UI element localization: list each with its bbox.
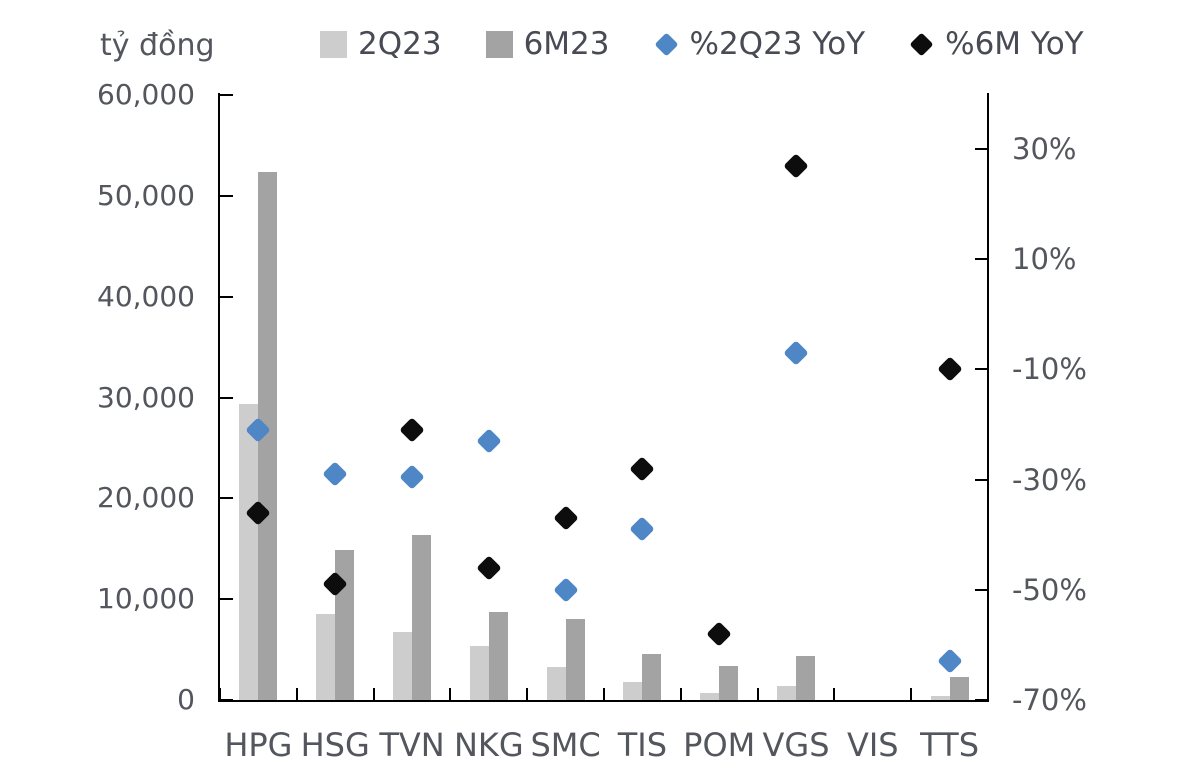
x-axis-label-tis: TIS <box>617 726 668 764</box>
y-left-tick <box>220 295 233 298</box>
marker--2q23-yoytvn <box>399 464 425 490</box>
legend-swatch-6m23 <box>485 30 513 58</box>
bar-6m23-tts <box>949 676 969 700</box>
bar-2q23-tis <box>623 681 643 700</box>
marker--6m-yoytvn <box>399 417 425 443</box>
legend-label-6m-yoy: %6M YoY <box>945 26 1084 62</box>
y-right-tick-label: 30% <box>1012 132 1077 166</box>
bar-6m23-smc <box>565 619 585 700</box>
marker--2q23-yoytts <box>936 648 963 675</box>
legend-diamond-icon-2q23-yoy <box>653 31 679 57</box>
x-axis-label-vgs: VGS <box>762 726 830 764</box>
x-axis-label-pom: POM <box>683 726 756 764</box>
y-right-tick-label: -10% <box>1012 352 1087 387</box>
x-axis-label-nkg: NKG <box>453 726 524 764</box>
x-axis-tick <box>526 688 529 700</box>
x-axis-label-smc: SMC <box>530 726 601 764</box>
bar-6m23-vgs <box>796 655 815 700</box>
x-axis-label-tts: TTS <box>920 726 980 764</box>
marker--6m-yoytis <box>629 455 656 482</box>
bar-2q23-hsg <box>316 614 336 700</box>
marker--6m-yoynkg <box>476 555 502 581</box>
y-left-tick <box>220 497 233 500</box>
bar-6m23-pom <box>719 665 739 700</box>
x-axis-tick <box>987 688 989 700</box>
y-axis-left-line <box>218 93 220 702</box>
y-right-tick <box>975 699 988 701</box>
y-right-tick <box>975 368 988 371</box>
legend-item-6m23: 6M23 <box>485 26 610 62</box>
x-axis-label-tvn: TVN <box>379 726 445 764</box>
legend-label-2q23: 2Q23 <box>358 26 442 62</box>
marker--2q23-yoyhsg <box>322 461 348 487</box>
marker--6m-yoypom <box>706 621 732 647</box>
marker--6m-yoyvgs <box>783 152 809 179</box>
y-left-tick-label: 50,000 <box>97 178 195 212</box>
x-axis-tick <box>219 688 221 700</box>
y-left-tick-label: 40,000 <box>97 279 195 313</box>
x-axis-tick <box>603 688 605 700</box>
y-left-tick-label: 30,000 <box>97 380 195 414</box>
legend-item-2q23: 2Q23 <box>320 26 442 62</box>
bar-2q23-nkg <box>469 645 489 700</box>
y-right-tick <box>975 588 988 591</box>
bar-6m23-tis <box>642 653 662 700</box>
x-axis-tick <box>756 688 759 700</box>
y-left-tick-label: 20,000 <box>97 481 195 515</box>
marker--2q23-yoysmc <box>552 577 579 603</box>
x-axis-label-hpg: HPG <box>224 726 293 764</box>
y-left-tick <box>220 598 233 601</box>
legend-label-6m23: 6M23 <box>523 26 610 62</box>
y-left-tick-label: 0 <box>177 683 195 716</box>
y-right-tick <box>975 258 988 261</box>
bar-6m23-hsg <box>335 549 355 700</box>
y-left-tick <box>220 396 233 399</box>
y-right-tick-label: 10% <box>1012 242 1077 277</box>
y-left-tick <box>220 194 233 197</box>
y-right-tick-label: -30% <box>1012 462 1087 497</box>
y-left-tick <box>220 94 233 96</box>
legend: 2Q23 6M23 %2Q23 YoY %6M YoY <box>320 26 1084 62</box>
x-axis-label-hsg: HSG <box>300 726 370 764</box>
bar-2q23-pom <box>700 692 720 700</box>
legend-diamond-icon-6m-yoy <box>909 31 934 57</box>
x-axis-tick <box>449 688 452 700</box>
legend-swatch-2q23 <box>320 30 347 58</box>
bar-6m23-nkg <box>488 612 508 700</box>
x-axis-tick <box>833 688 836 700</box>
legend-item-6m-yoy: %6M YoY <box>909 26 1084 62</box>
bar-2q23-tvn <box>393 632 412 700</box>
x-axis-tick <box>679 688 682 700</box>
x-axis-tick <box>372 688 375 700</box>
x-axis-label-vis: VIS <box>846 726 899 764</box>
legend-item-2q23-yoy: %2Q23 YoY <box>653 26 866 62</box>
marker--6m-yoysmc <box>552 505 579 531</box>
y-left-tick-label: 60,000 <box>97 78 195 111</box>
left-axis-unit-label: tỷ đồng <box>100 28 215 63</box>
x-axis-tick <box>295 688 298 700</box>
bar-6m23-hpg <box>258 171 278 700</box>
bar-6m23-tvn <box>412 534 431 700</box>
bar-2q23-vgs <box>777 685 796 700</box>
y-right-tick-label: -50% <box>1012 572 1087 607</box>
bar-2q23-tts <box>930 695 950 700</box>
marker--2q23-yoynkg <box>476 428 502 454</box>
y-left-tick <box>220 699 233 701</box>
y-right-tick <box>975 148 988 150</box>
marker--6m-yoytts <box>936 356 963 383</box>
x-axis-tick <box>910 688 913 700</box>
marker--2q23-yoyvgs <box>783 340 809 366</box>
y-right-tick <box>975 478 988 481</box>
y-axis-right-line <box>987 93 989 702</box>
legend-label-2q23-yoy: %2Q23 YoY <box>689 26 866 62</box>
x-axis-line <box>218 700 989 702</box>
y-right-tick-label: -70% <box>1012 683 1087 717</box>
y-left-tick-label: 10,000 <box>97 582 195 616</box>
marker--2q23-yoytis <box>629 516 656 542</box>
bar-2q23-smc <box>546 666 566 700</box>
bar-2q23-hpg <box>239 403 259 700</box>
